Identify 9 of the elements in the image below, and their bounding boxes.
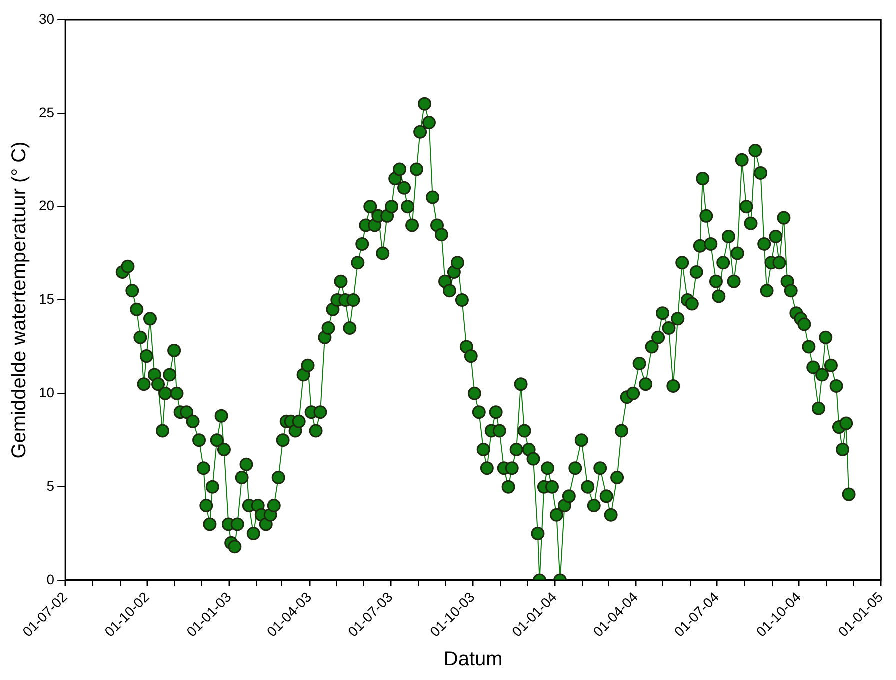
y-tick-label: 10 <box>38 384 55 401</box>
y-tick-label: 0 <box>46 571 55 588</box>
y-tick-label: 30 <box>38 10 55 27</box>
y-axis-title: Gemiddelde watertemperatuur (° C) <box>8 142 31 459</box>
y-tick-label: 25 <box>38 104 55 120</box>
x-axis-title: Datum <box>444 648 503 671</box>
y-tick-label: 15 <box>38 291 55 308</box>
y-tick-label: 20 <box>38 198 55 214</box>
y-tick-label: 5 <box>46 478 55 494</box>
